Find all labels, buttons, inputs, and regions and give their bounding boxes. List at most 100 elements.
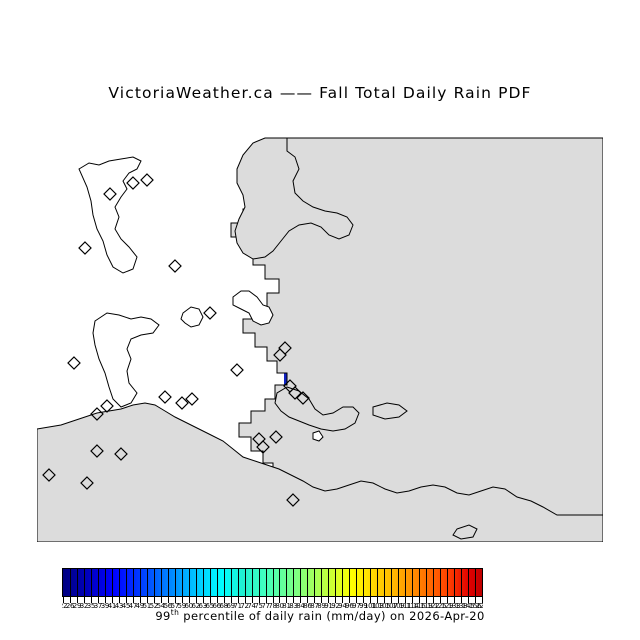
station-marker <box>67 356 81 370</box>
colorbar-tick <box>440 597 442 603</box>
colorbar-tick-label: 68 <box>219 602 228 610</box>
colorbar-tick <box>384 597 386 603</box>
colorbar-bin-separator <box>244 569 246 596</box>
colorbar-bin-separator <box>90 569 92 596</box>
colorbar-bin-separator <box>307 569 309 596</box>
colorbar-tick <box>468 597 470 603</box>
colorbar-tick <box>244 597 246 603</box>
colorbar-bin-separator <box>321 569 323 596</box>
colorbar-tick-label: 26 <box>65 602 75 610</box>
colorbar-tick <box>370 597 372 603</box>
colorbar-tick <box>286 597 288 603</box>
colorbar-bin-separator <box>209 569 211 596</box>
station-marker <box>42 468 56 482</box>
colorbar-bin-separator <box>363 569 365 596</box>
colorbar-tick-label: 125 <box>433 602 447 610</box>
colorbar-bin-separator <box>265 569 267 596</box>
north-peninsula <box>234 137 354 260</box>
colorbar-tick-label: 89 <box>317 602 326 610</box>
colorbar-tick <box>426 597 428 603</box>
colorbar-tick <box>377 597 379 603</box>
station-marker <box>269 430 283 444</box>
colorbar-tick-label: 156 <box>468 602 482 610</box>
colorbar-tick-label: 129 <box>440 602 454 610</box>
colorbar-tick-label: 114 <box>405 602 419 610</box>
station-marker <box>278 341 292 355</box>
colorbar-tick <box>76 597 78 603</box>
colorbar-tick <box>69 597 71 603</box>
colorbar-bin-separator <box>349 569 351 596</box>
colorbar-tick-label: 138 <box>454 602 468 610</box>
colorbar-bin-separator <box>440 569 442 596</box>
station-marker <box>252 432 266 446</box>
colorbar-bin-separator <box>377 569 379 596</box>
southern-landmass <box>37 402 603 542</box>
colorbar-tick <box>391 597 393 603</box>
colorbar-tick-label: 56 <box>163 602 173 610</box>
station-marker <box>80 476 94 490</box>
colorbar-bin-separator <box>342 569 344 596</box>
station-marker <box>230 363 244 377</box>
colorbar-bin-separator <box>153 569 155 596</box>
colorbar-tick-label: 51 <box>142 602 152 610</box>
colorbar-bin-separator <box>412 569 414 596</box>
colorbar-tick <box>293 597 295 603</box>
station-marker <box>168 259 182 273</box>
station-markers[interactable] <box>42 173 310 507</box>
colorbar-tick-label: 47 <box>128 602 138 610</box>
colorbar-bin-separator <box>356 569 358 596</box>
colorbar-bin-separator <box>328 569 330 596</box>
colorbar-tick <box>223 597 225 603</box>
station-marker <box>286 493 300 507</box>
colorbar-tick-label: 101 <box>364 602 377 610</box>
colorbar-tick <box>447 597 449 603</box>
colorbar-tick-label: 87 <box>310 602 319 610</box>
colorbar-tick-label: 83 <box>289 602 298 610</box>
station-marker <box>103 187 117 201</box>
station-marker <box>78 241 92 255</box>
colorbar-bin-separator <box>314 569 316 596</box>
station-marker <box>296 391 310 405</box>
map-canvas[interactable] <box>37 111 603 542</box>
colorbar-bin-separator <box>76 569 78 596</box>
colorbar-tick-label: 57 <box>170 602 180 610</box>
colorbar-tick <box>454 597 456 603</box>
colorbar-tick-label: 145 <box>461 602 475 610</box>
colorbar-tick-label: 107 <box>384 602 398 610</box>
colorbar-tick-label: 221 <box>475 602 483 610</box>
station-marker <box>288 386 302 400</box>
colorbar-tick-label: 37 <box>93 602 103 610</box>
colorbar-tick-label: 119 <box>419 602 433 610</box>
colorbar-tick <box>118 597 120 603</box>
colorbar-bin-separator <box>398 569 400 596</box>
colorbar-bin-separator <box>167 569 169 596</box>
colorbar-bin-separator <box>293 569 295 596</box>
colorbar-tick <box>258 597 260 603</box>
colorbar-tick-label: 97 <box>352 602 361 610</box>
colorbar-bin-separator <box>461 569 463 596</box>
colorbar-bin-separator <box>335 569 337 596</box>
colorbar-bin-separator <box>426 569 428 596</box>
colorbar-tick-label: 22 <box>62 602 68 610</box>
colorbar-tick-label: 39 <box>100 602 110 610</box>
colorbar-tick-labels: 2226293235373941434547495152545657596062… <box>62 602 483 614</box>
colorbar-bin-separator <box>433 569 435 596</box>
colorbar-tick-label: 72 <box>240 602 249 610</box>
colorbar-tick-label: 105 <box>377 602 391 610</box>
page-title: VictoriaWeather.ca —— Fall Total Daily R… <box>108 84 532 102</box>
station-marker <box>114 447 128 461</box>
colorbar-tick <box>174 597 176 603</box>
colorbar-bin-separator <box>251 569 253 596</box>
colorbar-tick-label: 35 <box>86 602 96 610</box>
colorbar-tick <box>265 597 267 603</box>
colorbar-box[interactable] <box>62 568 483 597</box>
colorbar-tick-label: 29 <box>72 602 82 610</box>
colorbar-bin-separator <box>447 569 449 596</box>
colorbar-tick <box>195 597 197 603</box>
colorbar-bin-separator <box>146 569 148 596</box>
colorbar-tick <box>405 597 407 603</box>
colorbar-ticks <box>62 597 483 603</box>
colorbar-tick <box>398 597 400 603</box>
colorbar-tick <box>104 597 106 603</box>
colorbar-bin-separator <box>286 569 288 596</box>
